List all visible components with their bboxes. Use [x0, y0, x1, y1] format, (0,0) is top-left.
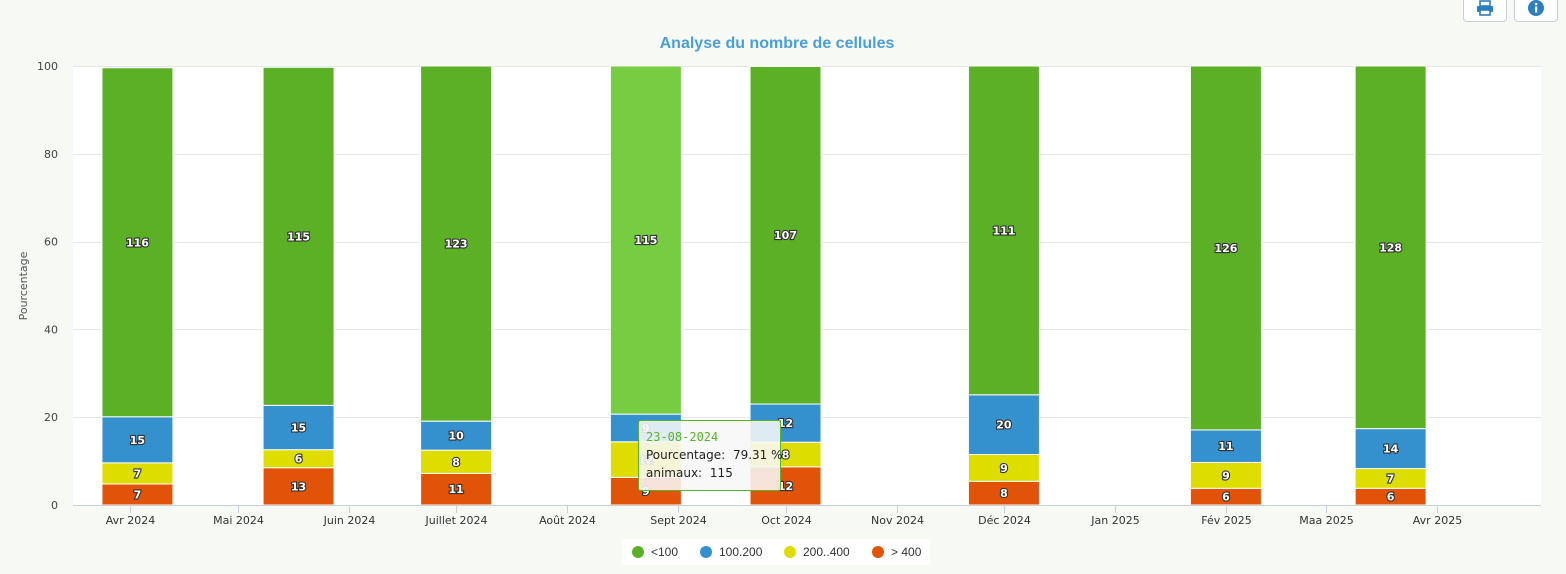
legend-label-lt100: <100 — [651, 545, 678, 559]
bar-data-label: 126 — [1214, 242, 1237, 255]
x-tick-label: Nov 2024 — [871, 514, 924, 527]
bar-data-label: 15 — [130, 434, 145, 447]
tooltip-animals-value: 115 — [710, 466, 733, 480]
info-icon — [1528, 0, 1544, 16]
legend-item-lt100[interactable]: <100 — [632, 545, 678, 559]
bar-data-label: 11 — [1218, 440, 1233, 453]
x-tick-label: Sept 2024 — [650, 514, 707, 527]
printer-icon — [1477, 0, 1493, 16]
x-tick-label: Juillet 2024 — [425, 514, 488, 527]
x-tick-label: Déc 2024 — [978, 514, 1031, 527]
bar-segment[interactable] — [1354, 428, 1427, 470]
legend-label-100-200: 100.200 — [719, 545, 763, 559]
bar-data-label: 107 — [774, 229, 797, 242]
bar-data-label: 8 — [782, 449, 790, 462]
x-tick-label: Jan 2025 — [1090, 514, 1139, 527]
tooltip-percent: Pourcentage: 79.31 % — [646, 448, 783, 462]
bar-data-label: 123 — [445, 238, 468, 251]
legend-label-gt400: > 400 — [891, 545, 922, 559]
bar-data-label: 115 — [287, 230, 310, 243]
bar-data-label: 9 — [642, 485, 650, 498]
legend-marker-gt400 — [872, 546, 884, 558]
x-tick-label: Oct 2024 — [761, 514, 812, 527]
bar-data-label: 6 — [1387, 491, 1395, 504]
legend-item-100-200[interactable]: 100.200 — [700, 545, 763, 559]
bar-segment[interactable] — [101, 67, 174, 418]
x-tick-label: Mai 2024 — [213, 514, 264, 527]
bar-data-label: 6 — [295, 453, 303, 466]
bar-data-label: 8 — [452, 456, 460, 469]
bar-data-label: 12 — [778, 417, 793, 430]
tooltip-box — [638, 420, 781, 491]
data-labels: 7715116136151151181012391291151281210789… — [125, 223, 1403, 504]
tooltip-animals: animaux: 115 — [646, 466, 733, 480]
legend-marker-200-400 — [784, 546, 796, 558]
legend: <100 100.200 200..400 > 400 — [622, 539, 930, 565]
bar-data-label: 9 — [1222, 469, 1230, 482]
bar-segment[interactable] — [1189, 429, 1262, 463]
bar-data-label: 20 — [996, 419, 1012, 432]
legend-item-200-400[interactable]: 200..400 — [784, 545, 850, 559]
y-tick-label: 20 — [44, 411, 58, 424]
tooltip-date: 23-08-2024 — [646, 430, 718, 444]
bar-data-label: 9 — [1000, 462, 1008, 475]
bar-segment[interactable] — [1189, 65, 1262, 431]
bar-data-label: 15 — [291, 422, 306, 435]
bar-segment[interactable] — [262, 66, 335, 406]
x-tick-label: Avr 2024 — [106, 514, 155, 527]
bar-data-label: 128 — [1379, 241, 1402, 254]
bar-data-label: 12 — [778, 480, 793, 493]
tooltip-percent-value: 79.31 % — [733, 448, 783, 462]
x-tick-label: Juin 2024 — [323, 514, 376, 527]
x-tick-label: Fév 2025 — [1201, 514, 1252, 527]
legend-item-gt400[interactable]: > 400 — [872, 545, 922, 559]
bar-data-label: 6 — [1222, 491, 1230, 504]
tooltip-animals-label: animaux: — [646, 466, 702, 480]
bar-data-label: 8 — [1000, 487, 1008, 500]
legend-label-200-400: 200..400 — [803, 545, 850, 559]
bar-data-label: 111 — [992, 224, 1015, 237]
y-tick-label: 60 — [44, 236, 58, 249]
y-axis-label: Pourcentage — [17, 251, 30, 320]
bar-data-label: 10 — [448, 430, 464, 443]
bar-data-label: 115 — [634, 234, 657, 247]
bar-segment[interactable] — [420, 65, 493, 422]
x-tick-label: Maa 2025 — [1299, 514, 1353, 527]
x-axis-ticks: Avr 2024 Mai 2024 Juin 2024 Juillet 2024 Aoû… — [106, 505, 1462, 527]
bar-segment[interactable] — [967, 454, 1040, 482]
x-tick-label: Avr 2025 — [1413, 514, 1462, 527]
bar-data-label: 14 — [1383, 443, 1399, 456]
bar-segment[interactable] — [967, 65, 1040, 396]
print-button[interactable] — [1463, 0, 1507, 22]
info-button[interactable] — [1514, 0, 1558, 22]
tooltip-percent-label: Pourcentage: — [646, 448, 725, 462]
y-tick-label: 100 — [37, 60, 58, 73]
y-tick-label: 40 — [44, 323, 58, 336]
bar-segment[interactable] — [1354, 65, 1427, 430]
bar-data-label: 7 — [134, 488, 142, 501]
bar-data-label: 7 — [1387, 472, 1395, 485]
chart-title: Analyse du nombre de cellules — [660, 35, 895, 52]
x-tick-label: Août 2024 — [539, 514, 596, 527]
bar-segment[interactable] — [1189, 461, 1262, 489]
y-tick-label: 80 — [44, 148, 58, 161]
bar-segment[interactable] — [609, 65, 682, 415]
y-axis-ticks: 0 20 40 60 80 100 — [37, 60, 58, 512]
bar-segment[interactable] — [967, 394, 1040, 456]
bar-data-label: 13 — [291, 480, 306, 493]
bar-segment[interactable] — [262, 404, 335, 451]
y-tick-label: 0 — [51, 499, 58, 512]
legend-marker-100-200 — [700, 546, 712, 558]
bar-segment[interactable] — [101, 416, 174, 464]
tooltip: 23-08-2024 Pourcentage: 79.31 % animaux:… — [638, 420, 783, 491]
bar-data-label: 7 — [134, 467, 142, 480]
bar-segment[interactable] — [262, 467, 335, 506]
bar-data-label: 11 — [448, 483, 463, 496]
bar-segment[interactable] — [420, 420, 493, 451]
legend-marker-lt100 — [632, 546, 644, 558]
bar-segment[interactable] — [749, 65, 822, 405]
bar-data-label: 116 — [126, 236, 149, 249]
